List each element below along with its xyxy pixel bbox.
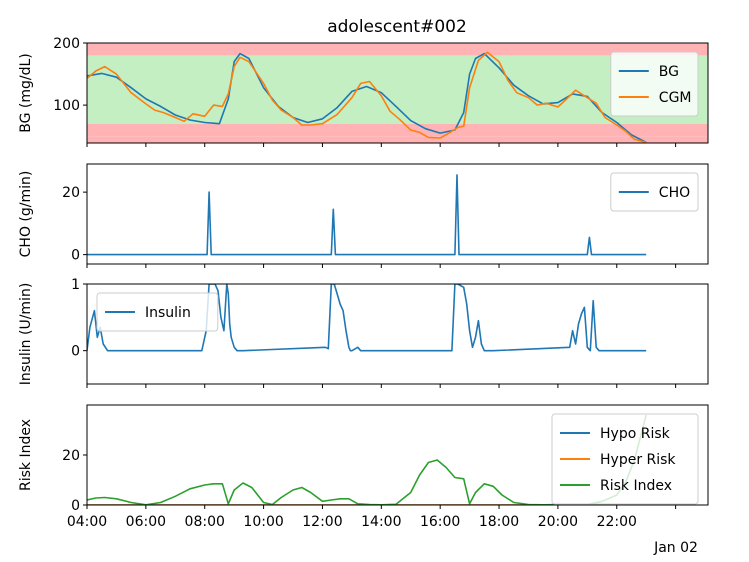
x-tick-label: 14:00 — [361, 514, 401, 530]
band-1 — [87, 123, 708, 137]
x-tick-label: 16:00 — [420, 514, 460, 530]
y-axis-label-cho: CHO (g/min) — [18, 171, 34, 258]
panel-bg: 100 200 BG (mg/dL) BG CGM — [18, 36, 709, 147]
y-tick-label-insulin: 0 — [71, 344, 80, 360]
series-group-insulin — [87, 284, 647, 352]
panel-frame-bg — [86, 42, 709, 144]
legend-label-hypo-risk: Hypo Risk — [600, 426, 671, 442]
legend-box — [96, 292, 219, 332]
series-line-cgm — [87, 51, 647, 143]
panel-insulin: 0 1 Insulin (U/min) Insulin — [18, 277, 709, 388]
series-group-cho — [87, 174, 647, 256]
y-tick-label-cho: 0 — [71, 248, 80, 264]
y-axis-label-risk: Risk Index — [18, 419, 34, 491]
x-tick-label: 04:00 — [67, 514, 107, 530]
y-tick-label-bg: 100 — [53, 98, 80, 114]
legend-box — [551, 413, 699, 505]
x-axis: 04:00 06:00 08:00 10:00 12:00 14:00 16:00 18:00… — [67, 514, 637, 530]
y-tick-label-bg: 200 — [53, 36, 80, 52]
legend-label-insulin: Insulin — [145, 305, 191, 321]
y-axis-label-bg: BG (mg/dL) — [18, 53, 34, 133]
legend-label-cho: CHO — [659, 185, 690, 201]
x-tick-label: 22:00 — [597, 514, 637, 530]
x-tick-label: 12:00 — [302, 514, 342, 530]
legend-label-cgm: CGM — [659, 90, 692, 106]
band-0 — [87, 136, 708, 143]
legend-label-hyper-risk: Hyper Risk — [600, 452, 676, 468]
y-axis-label-insulin: Insulin (U/min) — [18, 283, 34, 386]
x-tick-label: 06:00 — [126, 514, 166, 530]
band-3 — [87, 43, 708, 56]
legend-cho: CHO — [610, 172, 699, 212]
y-tick-label-risk: 0 — [71, 498, 80, 514]
panel-frame-insulin — [86, 283, 709, 385]
legend-label-bg: BG — [659, 64, 679, 80]
panel-risk: 0 20 Risk Index Hypo Risk Hyper Risk Risk Ind… — [18, 404, 709, 514]
legend-risk: Hypo Risk Hyper Risk Risk Index — [551, 413, 699, 505]
series-line-cho — [87, 174, 647, 256]
series-line-insulin — [87, 284, 647, 352]
panel-frame-cho — [86, 163, 709, 265]
x-axis-date-label: Jan 02 — [653, 540, 698, 556]
chart-title: adolescent#002 — [327, 17, 467, 37]
x-tick-label: 08:00 — [185, 514, 225, 530]
x-tick-label: 10:00 — [243, 514, 283, 530]
y-tick-label-risk: 20 — [62, 448, 80, 464]
panel-cho: 0 20 CHO (g/min) CHO — [18, 163, 709, 268]
legend-box — [610, 51, 699, 117]
legend-insulin: Insulin — [96, 292, 219, 332]
band-2 — [87, 55, 708, 124]
x-tick-label: 20:00 — [538, 514, 578, 530]
y-tick-label-cho: 20 — [62, 185, 80, 201]
legend-box — [610, 172, 699, 212]
legend-label-risk-index: Risk Index — [600, 478, 672, 494]
x-tick-label: 18:00 — [479, 514, 519, 530]
y-tick-label-insulin: 1 — [71, 277, 80, 293]
legend-bg: BG CGM — [610, 51, 699, 117]
series-group-bg — [87, 51, 647, 143]
